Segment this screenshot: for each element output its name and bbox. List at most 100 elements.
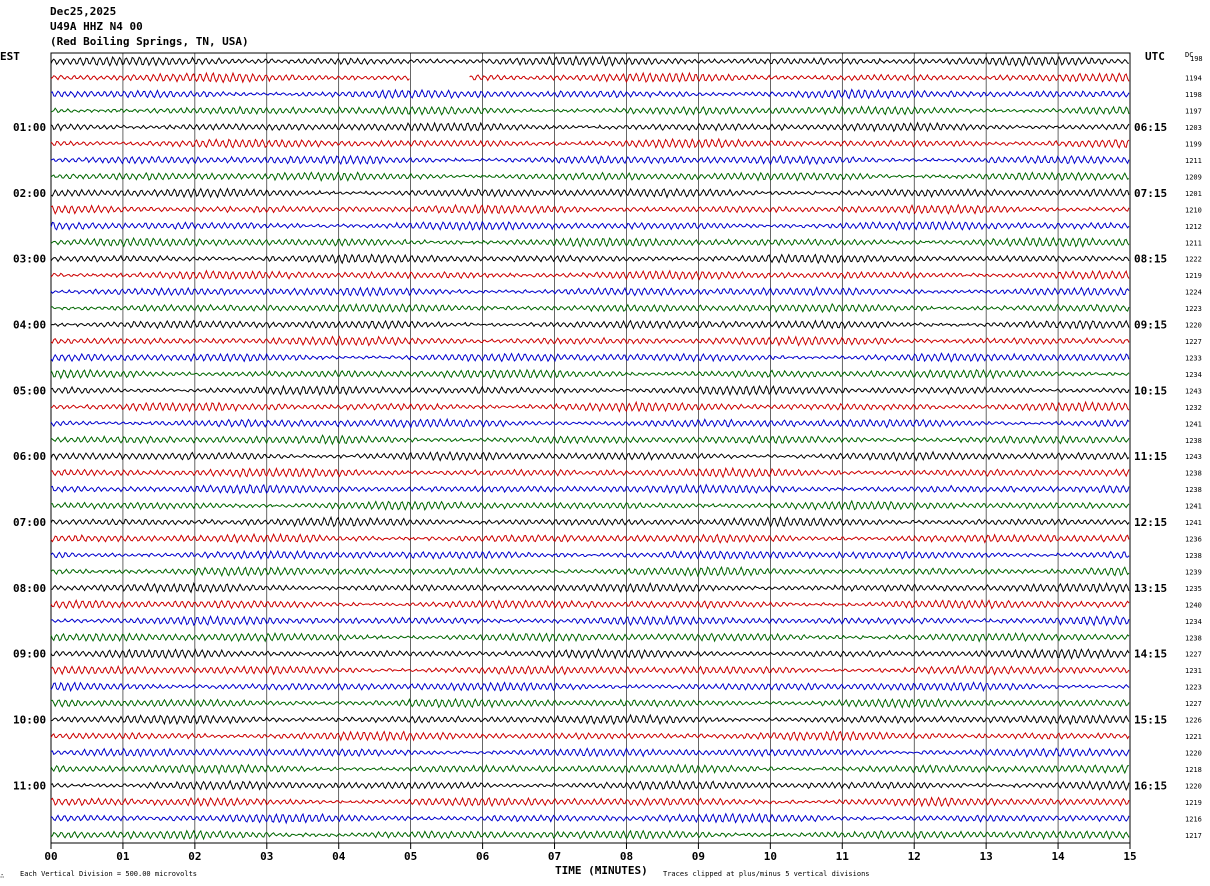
dc-offset-label: 1203 xyxy=(1185,124,1202,132)
right-hour-label: 16:15 xyxy=(1134,779,1167,792)
seismic-trace xyxy=(50,253,1130,265)
dc-offset-label: 1211 xyxy=(1185,157,1202,165)
x-tick-label: 06 xyxy=(476,850,490,863)
seismic-trace xyxy=(50,730,1130,742)
dc-offset-label: 1197 xyxy=(1185,108,1202,116)
left-hour-label: 10:00 xyxy=(13,714,46,727)
seismic-trace xyxy=(50,648,1130,660)
seismic-trace xyxy=(50,71,1130,84)
dc-offset-label: 1220 xyxy=(1185,749,1202,757)
header-date: Dec25,2025 xyxy=(50,5,116,18)
seismic-trace xyxy=(50,565,1130,578)
dc-offset-label: 1238 xyxy=(1185,552,1202,560)
seismic-trace xyxy=(50,137,1130,149)
seismic-trace xyxy=(50,220,1130,232)
dc-offset-label: 1199 xyxy=(1185,141,1202,149)
dc-offset-label: 1243 xyxy=(1185,453,1202,461)
dc-offset-label: 1231 xyxy=(1185,667,1202,675)
x-tick-label: 04 xyxy=(332,850,346,863)
dc-offset-label: 1224 xyxy=(1185,289,1202,297)
dc-offset-label: 1236 xyxy=(1185,536,1202,544)
seismic-trace xyxy=(50,319,1130,331)
seismic-trace xyxy=(50,88,1130,100)
dc-offset-label: 1240 xyxy=(1185,601,1202,609)
dc-offset-label: 1233 xyxy=(1185,354,1202,362)
dc-offset-label: 1241 xyxy=(1185,519,1202,527)
seismic-trace xyxy=(50,400,1130,413)
dc-offset-label: 1212 xyxy=(1185,223,1202,231)
seismic-trace xyxy=(50,697,1130,709)
right-hour-label: 13:15 xyxy=(1134,582,1167,595)
seismic-trace xyxy=(50,269,1130,281)
seismic-trace xyxy=(50,812,1130,825)
x-axis-label: TIME (MINUTES) xyxy=(555,864,648,877)
header-station: U49A HHZ N4 00 xyxy=(50,20,143,33)
dc-offset-label: 1241 xyxy=(1185,420,1202,428)
x-tick-label: 02 xyxy=(188,850,201,863)
dc-offset-label: 1235 xyxy=(1185,585,1202,593)
dc-offset-label: 1209 xyxy=(1185,173,1202,181)
dc-offset-label: 1222 xyxy=(1185,256,1202,264)
seismic-trace xyxy=(50,236,1130,248)
plot-frame xyxy=(50,52,1131,844)
dc-offset-label: 1219 xyxy=(1185,272,1202,280)
seismic-trace xyxy=(50,55,1130,67)
left-hour-label: 05:00 xyxy=(13,384,46,397)
right-hour-label: 06:15 xyxy=(1134,121,1167,134)
left-hour-label: 02:00 xyxy=(13,187,46,200)
dc-offset-label: 1223 xyxy=(1185,305,1202,313)
corner-mark: ∴ xyxy=(0,872,4,880)
dc-offset-label: 1220 xyxy=(1185,322,1202,330)
seismic-trace xyxy=(50,286,1130,297)
seismic-trace xyxy=(50,598,1130,610)
seismic-trace xyxy=(50,499,1130,512)
x-tick-label: 07 xyxy=(548,850,561,863)
right-hour-label: 12:15 xyxy=(1134,516,1167,529)
right-hour-label: 09:15 xyxy=(1134,319,1167,332)
dc-offset-label: 1238 xyxy=(1185,437,1202,445)
left-hour-label: 04:00 xyxy=(13,319,46,332)
dc-offset-label: 1201 xyxy=(1185,190,1202,198)
seismic-trace xyxy=(50,154,1130,166)
dc-offset-label: 1217 xyxy=(1185,832,1202,840)
minute-grid xyxy=(50,52,1131,844)
dc-offset-label: 1194 xyxy=(1185,75,1202,83)
left-hour-label: 08:00 xyxy=(13,582,46,595)
seismic-trace xyxy=(50,713,1130,726)
seismic-trace xyxy=(50,549,1130,560)
scale-note: Each Vertical Division = 500.00 microvol… xyxy=(20,870,197,878)
seismic-trace xyxy=(51,581,1130,594)
left-hour-label: 01:00 xyxy=(13,121,46,134)
dc-offset-label: 1210 xyxy=(1185,206,1202,214)
seismic-trace xyxy=(50,631,1130,643)
dc-offset-label: 1238 xyxy=(1185,486,1202,494)
seismic-trace xyxy=(50,614,1130,627)
dc-header: DC xyxy=(1185,51,1193,59)
seismic-trace xyxy=(50,664,1130,676)
dc-offset-label: 1219 xyxy=(1185,799,1202,807)
dc-offset-label: 1198 xyxy=(1185,91,1202,99)
seismic-trace xyxy=(50,450,1130,462)
dc-offset-label: 1234 xyxy=(1185,371,1202,379)
first-trace-dc-fragment: 198 xyxy=(1190,55,1203,63)
right-hour-label: 08:15 xyxy=(1134,253,1167,266)
right-hour-label: 11:15 xyxy=(1134,450,1167,463)
seismic-trace xyxy=(50,532,1130,544)
x-tick-label: 00 xyxy=(44,850,57,863)
x-tick-label: 15 xyxy=(1123,850,1136,863)
seismic-trace xyxy=(50,747,1130,758)
dc-offset-label: 1234 xyxy=(1185,618,1202,626)
seismic-trace xyxy=(50,466,1130,479)
x-tick-label: 08 xyxy=(620,850,633,863)
seismic-trace xyxy=(50,434,1130,446)
x-tick-label: 05 xyxy=(404,850,417,863)
dc-offset-label: 1227 xyxy=(1185,700,1202,708)
left-hour-label: 07:00 xyxy=(13,516,46,529)
seismic-trace xyxy=(50,105,1130,116)
dc-offset-label: 1241 xyxy=(1185,503,1202,511)
left-hour-label: 11:00 xyxy=(13,779,46,792)
seismic-trace xyxy=(50,417,1130,429)
x-tick-label: 12 xyxy=(908,850,921,863)
dc-offset-group: 1194 1198 1197 1203 1199 1211 1209 1201 1210 1212… xyxy=(1185,75,1202,840)
